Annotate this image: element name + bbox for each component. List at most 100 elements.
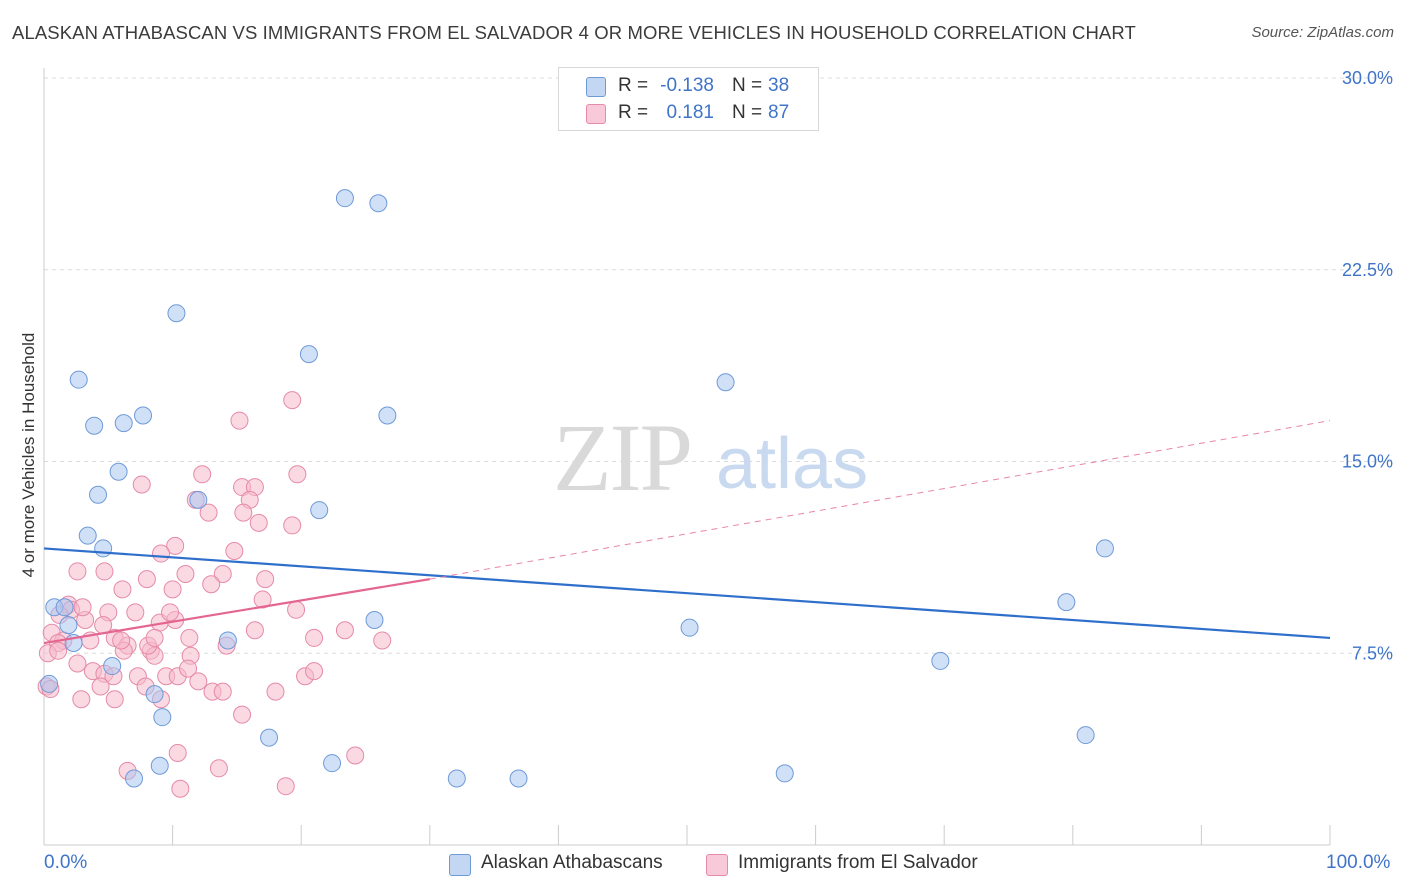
data-point-athabascans <box>218 631 237 650</box>
data-point-immigrants <box>305 628 324 647</box>
legend-row-immigrants: R = 0.181 N = 87 <box>559 101 818 127</box>
data-point-immigrants <box>168 743 187 762</box>
data-point-immigrants <box>72 690 91 709</box>
data-point-athabascans <box>447 769 466 788</box>
data-point-immigrants <box>132 475 151 494</box>
data-point-athabascans <box>260 728 279 747</box>
data-point-immigrants <box>171 779 190 798</box>
data-point-immigrants <box>245 621 264 640</box>
data-point-athabascans <box>310 501 329 520</box>
legend-r-value: -0.138 <box>660 75 714 96</box>
data-point-immigrants <box>249 513 268 532</box>
data-point-athabascans <box>69 370 88 389</box>
data-point-immigrants <box>112 631 131 650</box>
legend-r-value: 0.181 <box>666 102 714 123</box>
data-point-immigrants <box>145 628 164 647</box>
data-point-athabascans <box>59 616 78 635</box>
legend-swatch-pink <box>706 854 728 876</box>
grid-lines <box>44 77 1392 654</box>
legend-n-label: N = <box>732 102 763 123</box>
y-tick-label: 22.5% <box>1342 260 1393 280</box>
data-point-athabascans <box>40 674 59 693</box>
legend-r-label: R = <box>618 102 649 123</box>
watermark-zip: ZIP <box>553 404 691 511</box>
data-point-athabascans <box>509 769 528 788</box>
legend-swatch-blue <box>586 77 606 97</box>
data-point-athabascans <box>145 685 164 704</box>
watermark: ZIP atlas <box>553 404 868 511</box>
data-point-athabascans <box>369 194 388 213</box>
data-point-immigrants <box>73 598 92 617</box>
data-point-athabascans <box>109 462 128 481</box>
data-point-immigrants <box>152 544 171 563</box>
trend-lines <box>43 420 1331 645</box>
trendline-immigrants <box>43 578 430 645</box>
y-axis-label: 4 or more Vehicles in Household <box>19 333 38 578</box>
legend-label-athabascans: Alaskan Athabascans <box>481 852 663 873</box>
data-point-immigrants <box>49 641 68 660</box>
data-point-immigrants <box>266 682 285 701</box>
data-point-athabascans <box>134 406 153 425</box>
legend-r-label: R = <box>618 75 649 96</box>
data-point-athabascans <box>680 618 699 637</box>
data-point-immigrants <box>193 465 212 484</box>
data-point-athabascans <box>931 651 950 670</box>
data-point-immigrants <box>68 562 87 581</box>
data-point-immigrants <box>209 759 228 778</box>
data-point-immigrants <box>176 564 195 583</box>
data-point-athabascans <box>85 416 104 435</box>
data-point-immigrants <box>287 600 306 619</box>
data-point-immigrants <box>373 631 392 650</box>
data-point-immigrants <box>113 580 132 599</box>
data-point-athabascans <box>365 611 384 630</box>
correlation-legend: R = -0.138 N = 38 R = 0.181 N = 87 <box>558 67 819 131</box>
data-point-immigrants <box>256 570 275 589</box>
data-point-immigrants <box>234 503 253 522</box>
data-point-immigrants <box>180 628 199 647</box>
data-point-immigrants <box>283 391 302 410</box>
data-point-immigrants <box>305 662 324 681</box>
data-point-athabascans <box>78 526 97 545</box>
data-point-immigrants <box>137 570 156 589</box>
data-point-immigrants <box>233 705 252 724</box>
data-point-immigrants <box>189 672 208 691</box>
data-point-athabascans <box>189 490 208 509</box>
data-point-athabascans <box>89 485 108 504</box>
y-tick-labels: 7.5% 15.0% 22.5% 30.0% <box>1342 68 1393 663</box>
data-point-athabascans <box>94 539 113 558</box>
data-point-immigrants <box>213 682 232 701</box>
data-point-athabascans <box>1095 539 1114 558</box>
legend-n-value: 87 <box>768 102 790 123</box>
legend-swatch-blue <box>449 854 471 876</box>
legend-n-label: N = <box>732 75 763 96</box>
data-point-immigrants <box>202 575 221 594</box>
y-tick-label: 15.0% <box>1342 452 1393 472</box>
watermark-atlas: atlas <box>716 424 868 504</box>
series-athabascans-points <box>40 189 1114 788</box>
data-point-athabascans <box>323 754 342 773</box>
series-legend: Alaskan Athabascans Immigrants from El S… <box>0 852 1406 878</box>
data-point-immigrants <box>199 503 218 522</box>
chart-title: ALASKAN ATHABASCAN VS IMMIGRANTS FROM EL… <box>12 22 1136 43</box>
legend-swatch-pink <box>586 104 606 124</box>
data-point-athabascans <box>167 304 186 323</box>
data-point-immigrants <box>253 590 272 609</box>
data-point-immigrants <box>276 777 295 796</box>
data-point-athabascans <box>335 189 354 208</box>
x-tick-label-min: 0.0% <box>44 852 88 873</box>
data-point-immigrants <box>126 603 145 622</box>
data-point-immigrants <box>95 562 114 581</box>
y-tick-label: 7.5% <box>1352 643 1393 663</box>
data-point-immigrants <box>335 621 354 640</box>
data-point-athabascans <box>716 373 735 392</box>
data-point-immigrants <box>346 746 365 765</box>
data-point-athabascans <box>1057 593 1076 612</box>
data-point-immigrants <box>179 659 198 678</box>
data-point-athabascans <box>1076 726 1095 745</box>
y-tick-label: 30.0% <box>1342 68 1393 88</box>
data-point-athabascans <box>125 769 144 788</box>
data-point-immigrants <box>68 654 87 673</box>
trendline-immigrants-extension <box>429 420 1331 580</box>
data-point-athabascans <box>299 345 318 364</box>
